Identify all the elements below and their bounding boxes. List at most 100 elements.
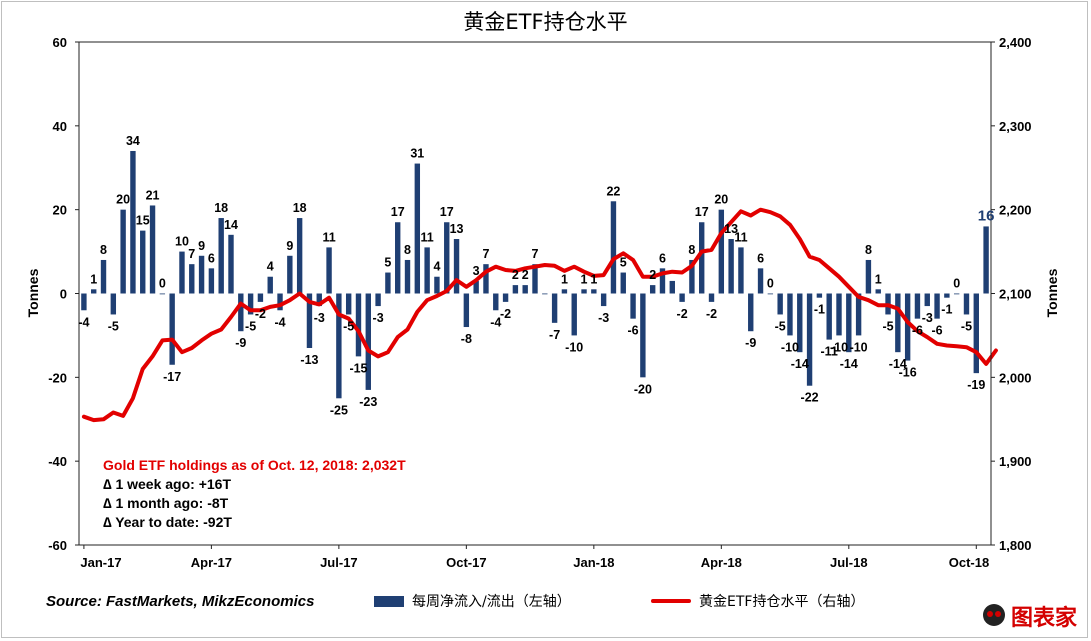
source-note: Source: FastMarkets, MikzEconomics [46,593,315,610]
bar-11 [189,264,195,294]
x-tick-label: Oct-17 [446,555,486,570]
bar-value-label: -9 [235,336,246,350]
bar-32 [395,222,401,294]
bar-68 [748,293,754,332]
bar-76 [826,293,832,340]
bar-value-label: -2 [500,307,511,321]
bar-value-label: 0 [953,277,960,291]
bar-value-label: 7 [188,247,195,261]
bar-66 [728,239,734,294]
bar-value-label: 5 [620,256,627,270]
bar-value-label: 2 [649,268,656,282]
bar-value-label: 17 [440,205,454,219]
holdings-line [81,207,998,423]
bar-60 [669,280,675,294]
bar-value-label: -10 [830,340,848,354]
bar-value-label: 21 [146,188,160,202]
bar-79 [855,293,862,336]
bar-77 [836,293,842,336]
bar-53 [600,293,607,307]
bar-value-label: 0 [159,277,166,291]
bar-27 [345,293,352,315]
bar-1 [91,289,97,294]
bar-54 [610,201,617,294]
bar-value-label: 1 [875,272,882,286]
bar-value-label: -13 [300,353,318,367]
logo-head-icon [982,604,1005,626]
bar-value-label: -6 [628,324,639,338]
bar-value-label: -1 [941,303,952,317]
bar-21 [287,255,293,294]
bar-81 [875,289,881,294]
bar-value-label: -19 [967,378,985,392]
bar-67 [738,247,744,294]
bar-value-label: 14 [224,218,238,232]
bar-42 [493,293,499,311]
bar-84 [904,293,911,361]
bar-89 [953,293,960,295]
bar-value-label: -6 [912,324,923,338]
bar-4 [120,209,126,294]
data-labels-layer: -418-5203415210-17107961814-9-5-24-4918-… [78,134,994,417]
bar-value-label: -20 [634,382,652,396]
legend-line-swatch [651,599,691,603]
bar-value-label: -5 [882,319,893,333]
bar-34 [414,163,421,294]
right-tick-label: 2,300 [999,119,1032,134]
bar-value-label: 13 [724,222,738,236]
bar-2 [100,259,107,294]
bar-value-label: -10 [781,340,799,354]
bar-value-label: -2 [255,307,266,321]
bar-19 [267,276,273,294]
bar-48 [551,293,558,323]
bar-value-label: -4 [274,315,285,329]
legend-line: 黄金ETF持仓水平（右轴） [651,591,864,611]
left-axis-title: Tonnes [25,268,41,317]
bar-29 [365,293,371,390]
bar-22 [296,218,303,294]
right-axis-title: Tonnes [1044,268,1060,317]
bar-83 [895,293,901,353]
bar-12 [198,255,205,294]
bar-44 [512,285,519,294]
x-tick-label: Apr-18 [701,555,742,570]
bar-value-label: 5 [384,256,391,270]
bar-63 [699,222,705,294]
x-tick-label: Jul-18 [830,555,868,570]
bar-56 [630,293,636,319]
bar-71 [777,293,783,315]
bar-31 [385,272,391,294]
bar-value-label: 17 [695,205,709,219]
bar-value-label: -5 [961,319,972,333]
bar-41 [483,264,489,294]
bar-64 [708,293,715,302]
bar-value-label: 20 [116,193,130,207]
bar-value-label: -11 [820,345,837,359]
bar-value-label: -5 [343,319,354,333]
bar-30 [375,293,381,307]
axes-layer: 6040200-20-40-602,4002,3002,2002,1002,00… [25,35,1060,570]
bars-layer [81,150,989,399]
bar-value-label: -23 [359,395,377,409]
bar-value-label: 4 [433,260,440,274]
bar-58 [649,285,656,294]
bar-value-label: 17 [391,205,405,219]
bar-value-label: 10 [175,235,189,249]
bar-value-label: 18 [214,201,228,215]
bar-28 [355,293,362,357]
bar-value-label: 4 [267,260,274,274]
bar-value-label: 9 [286,239,293,253]
bar-value-label: -3 [922,311,933,325]
bar-value-label: 1 [561,272,568,286]
x-tick-label: Jan-18 [573,555,614,570]
bar-51 [581,289,587,294]
brand-logo: 图表家 [977,600,1077,632]
bar-52 [591,289,597,294]
bar-value-label: -3 [373,311,384,325]
left-tick-label: 40 [53,119,67,134]
bar-value-label: 15 [136,214,150,228]
logo-text: 图表家 [1010,606,1077,631]
bar-74 [806,293,813,386]
bar-value-label: 16 [978,207,995,224]
